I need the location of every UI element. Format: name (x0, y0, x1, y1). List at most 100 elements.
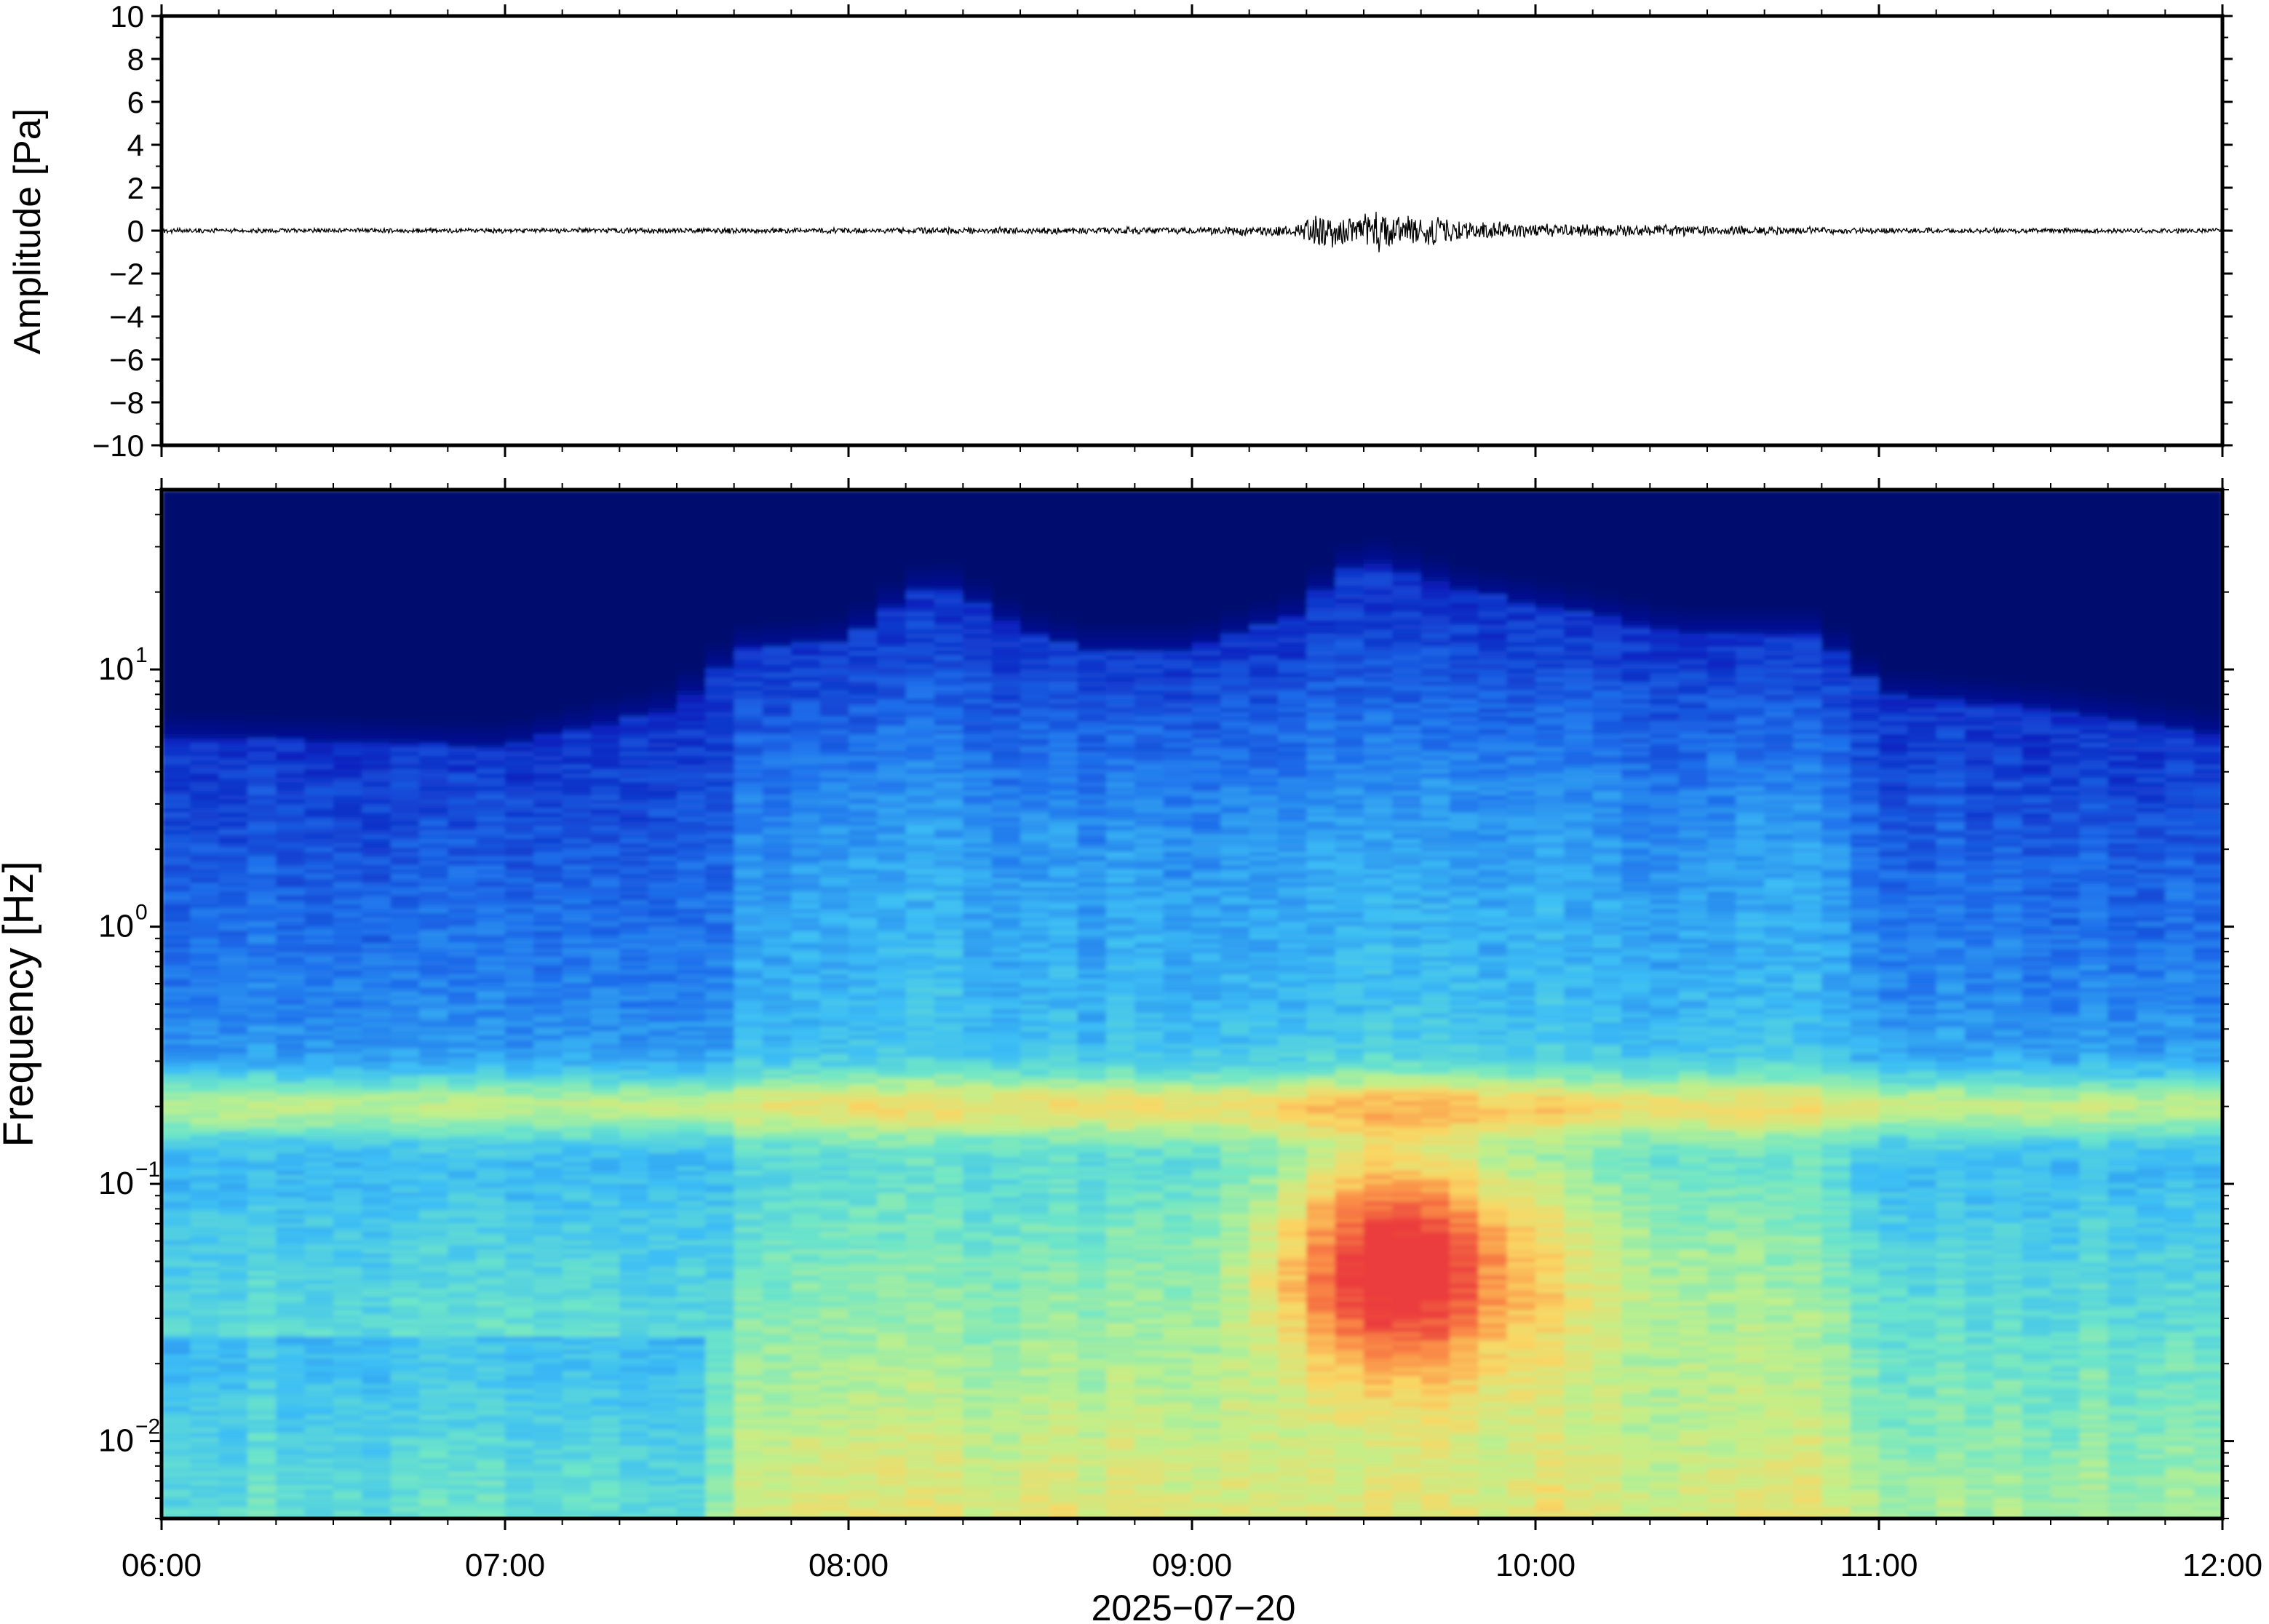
spectrogram-cell (562, 533, 592, 538)
spectrogram-cell (505, 1031, 535, 1036)
spectrogram-cell (476, 1476, 506, 1481)
spectrogram-cell (218, 1420, 248, 1425)
spectrogram-cell (162, 603, 191, 608)
spectrogram-cell (591, 1511, 621, 1516)
spectrogram-cell (705, 887, 735, 892)
spectrogram-cell (162, 494, 191, 499)
spectrogram-cell (533, 1149, 563, 1154)
spectrogram-cell (734, 712, 763, 717)
spectrogram-cell (218, 1485, 248, 1490)
spectrogram-cell (591, 690, 621, 696)
spectrogram-cell (333, 1424, 363, 1429)
spectrogram-cell (162, 564, 191, 569)
spectrogram-cell (276, 1358, 306, 1364)
spectrogram-cell (304, 887, 334, 892)
spectrogram-cell (648, 599, 677, 604)
spectrogram-cell (362, 1398, 392, 1403)
spectrogram-cell (619, 970, 649, 975)
spectrogram-cell (162, 608, 191, 613)
spectrogram-cell (505, 1241, 535, 1246)
spectrogram-cell (390, 1498, 420, 1503)
spectrogram-cell (218, 918, 248, 923)
spectrogram-cell (419, 1402, 449, 1407)
spectrogram-cell (390, 568, 420, 573)
spectrogram-cell (619, 1009, 649, 1014)
spectrogram-cell (162, 1376, 191, 1381)
spectrogram-cell (190, 966, 220, 971)
spectrogram-cell (333, 996, 363, 1001)
spectrogram-cell (619, 1494, 649, 1499)
spectrogram-cell (705, 782, 735, 787)
spectrogram-cell (619, 1136, 649, 1141)
spectrogram-cell (276, 1245, 306, 1250)
spectrogram-cell (591, 647, 621, 652)
spectrogram-cell (390, 686, 420, 691)
spectrogram-cell (419, 1441, 449, 1446)
spectrogram-cell (619, 852, 649, 857)
spectrogram-cell (333, 1454, 363, 1460)
spectrogram-cell (247, 1197, 277, 1202)
spectrogram-cell (162, 1162, 191, 1167)
spectrogram-cell (619, 1476, 649, 1481)
spectrogram-cell (390, 629, 420, 634)
spectrogram-cell (591, 1153, 621, 1158)
spectrogram-cell (562, 1328, 592, 1333)
spectrogram-cell (304, 961, 334, 966)
spectrogram-cell (448, 1358, 477, 1364)
spectrogram-cell (562, 1433, 592, 1438)
spectrogram-cell (677, 1105, 707, 1110)
spectrogram-cell (247, 765, 277, 770)
spectrogram-cell (190, 1166, 220, 1171)
spectrogram-cell (276, 1254, 306, 1259)
spectrogram-cell (677, 808, 707, 813)
spectrogram-cell (448, 800, 477, 805)
spectrogram-cell (190, 1289, 220, 1294)
spectrogram-cell (562, 830, 592, 835)
spectrogram-cell (619, 1044, 649, 1049)
spectrogram-cell (648, 1380, 677, 1385)
spectrogram-cell (677, 1136, 707, 1141)
spectrogram-cell (247, 1223, 277, 1228)
spectrogram-cell (190, 699, 220, 704)
spectrogram-cell (505, 1153, 535, 1158)
spectrogram-cell (505, 520, 535, 525)
spectrogram-cell (162, 756, 191, 761)
spectrogram-cell (533, 507, 563, 512)
spectrogram-cell (162, 913, 191, 918)
spectrogram-cell (390, 918, 420, 923)
spectrogram-cell (247, 1258, 277, 1263)
spectrogram-cell (419, 1324, 449, 1329)
spectrogram-cell (218, 961, 248, 966)
spectrogram-cell (362, 538, 392, 543)
spectrogram-cell (448, 878, 477, 883)
spectrogram-cell (648, 839, 677, 844)
spectrogram-cell (304, 712, 334, 717)
spectrogram-cell (619, 1214, 649, 1219)
spectrogram-cell (533, 996, 563, 1001)
spectrogram-cell (705, 1511, 735, 1516)
spectrogram-cell (505, 1485, 535, 1490)
spectrogram-cell (247, 677, 277, 682)
spectrogram-cell (562, 1420, 592, 1425)
spectrogram-cell (247, 1350, 277, 1355)
spectrogram-cell (419, 848, 449, 853)
spectrogram-cell (362, 516, 392, 521)
spectrogram-cell (304, 642, 334, 648)
spectrogram-cell (362, 603, 392, 608)
spectrogram-cell (419, 817, 449, 822)
spectrogram-cell (677, 516, 707, 521)
spectrogram-cell (533, 1454, 563, 1460)
spectrogram-cell (190, 1092, 220, 1097)
spectrogram-cell (562, 1044, 592, 1049)
spectrogram-cell (505, 739, 535, 744)
spectrogram-cell (333, 935, 363, 940)
spectrogram-cell (419, 1179, 449, 1185)
spectrogram-cell (591, 594, 621, 600)
spectrogram-cell (419, 1149, 449, 1154)
spectrogram-cell (276, 1372, 306, 1377)
spectrogram-cell (591, 1459, 621, 1464)
spectrogram-cell (619, 756, 649, 761)
spectrogram-cell (419, 621, 449, 626)
spectrogram-cell (648, 695, 677, 700)
spectrogram-cell (419, 983, 449, 988)
